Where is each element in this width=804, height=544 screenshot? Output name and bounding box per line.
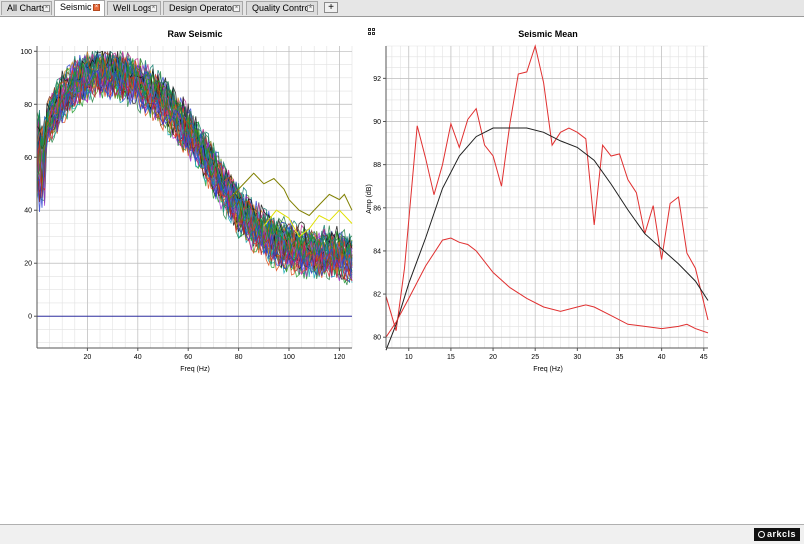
close-icon[interactable]: × <box>307 5 314 12</box>
x-tick-label: 25 <box>531 354 539 361</box>
expand-grid-icon[interactable] <box>368 28 375 35</box>
series-line-1 <box>385 127 709 351</box>
tab-label: Well Logs <box>113 3 153 13</box>
x-axis-label: Freq (Hz) <box>533 366 563 373</box>
logo-ring-icon <box>757 531 765 538</box>
close-icon[interactable]: × <box>150 5 157 12</box>
series-line-0 <box>385 44 709 331</box>
tab-label: Quality Control <box>252 3 312 13</box>
chart-axes: 10 15 20 25 30 35 40 45 80 82 84 86 88 90 92 <box>373 46 708 361</box>
logo-text: arkcls <box>766 529 796 539</box>
x-axis-label: Freq (Hz) <box>180 366 210 373</box>
x-tick-label: 80 <box>235 354 243 361</box>
close-icon[interactable]: × <box>233 5 240 12</box>
tab-seismic[interactable]: Seismic × <box>54 0 105 16</box>
y-tick-label: 100 <box>20 49 32 56</box>
highlighted-trace <box>263 209 353 238</box>
chart-axes: 20 40 60 80 100 120 0 20 40 60 80 100 <box>20 46 352 361</box>
y-tick-label: 86 <box>373 205 381 212</box>
x-tick-label: 20 <box>489 354 497 361</box>
x-tick-label: 30 <box>573 354 581 361</box>
x-tick-label: 15 <box>447 354 455 361</box>
y-tick-label: 90 <box>373 119 381 126</box>
y-tick-label: 20 <box>24 261 32 268</box>
x-tick-label: 40 <box>134 354 142 361</box>
tab-label: Seismic <box>60 2 92 12</box>
x-tick-label: 40 <box>658 354 666 361</box>
chart-series <box>385 44 709 351</box>
y-tick-label: 82 <box>373 292 381 299</box>
close-icon[interactable]: × <box>43 5 50 12</box>
add-tab-button[interactable]: + <box>324 2 338 13</box>
status-footer: arkcls <box>0 524 804 544</box>
tab-all-charts[interactable]: All Charts × <box>1 1 52 15</box>
expand-cell <box>372 28 375 31</box>
x-tick-label: 120 <box>334 354 346 361</box>
y-tick-label: 80 <box>373 335 381 342</box>
series-line-2 <box>385 237 709 338</box>
expand-cell <box>372 32 375 35</box>
x-tick-label: 20 <box>84 354 92 361</box>
tab-label: Design Operators <box>169 3 240 13</box>
raw-seismic-chart: Raw Seismic 20 40 60 80 100 120 0 20 40 60 80 100 F… <box>20 29 353 373</box>
y-tick-label: 92 <box>373 76 381 83</box>
chart-title: Raw Seismic <box>167 29 222 39</box>
tab-bar: All Charts × Seismic × Well Logs × Desig… <box>0 0 804 17</box>
x-tick-label: 45 <box>700 354 708 361</box>
expand-cell <box>368 32 371 35</box>
chart-traces <box>36 49 353 317</box>
y-tick-label: 88 <box>373 162 381 169</box>
y-tick-label: 80 <box>24 102 32 109</box>
tab-label: All Charts <box>7 3 47 13</box>
tab-quality-control[interactable]: Quality Control × <box>246 1 318 15</box>
x-tick-label: 100 <box>283 354 295 361</box>
tab-well-logs[interactable]: Well Logs × <box>107 1 161 15</box>
y-tick-label: 84 <box>373 248 381 255</box>
chart-title: Seismic Mean <box>518 29 578 39</box>
y-tick-label: 0 <box>28 314 32 321</box>
x-tick-label: 35 <box>616 354 624 361</box>
close-icon[interactable]: × <box>93 4 100 11</box>
seismic-trace <box>36 62 353 270</box>
y-tick-label: 40 <box>24 208 32 215</box>
expand-cell <box>368 28 371 31</box>
y-axis-label: Amp (dB) <box>366 184 373 214</box>
x-tick-label: 10 <box>405 354 413 361</box>
chart-grid <box>386 45 708 349</box>
tab-design-operators[interactable]: Design Operators × <box>163 1 243 15</box>
x-tick-label: 60 <box>184 354 192 361</box>
seismic-trace <box>36 69 353 283</box>
seismic-mean-chart: Seismic Mean 10 15 20 25 30 35 40 45 80 82 84 86 88 9… <box>366 29 709 373</box>
y-tick-label: 60 <box>24 155 32 162</box>
brand-logo: arkcls <box>753 528 800 541</box>
highlighted-trace <box>228 172 353 217</box>
